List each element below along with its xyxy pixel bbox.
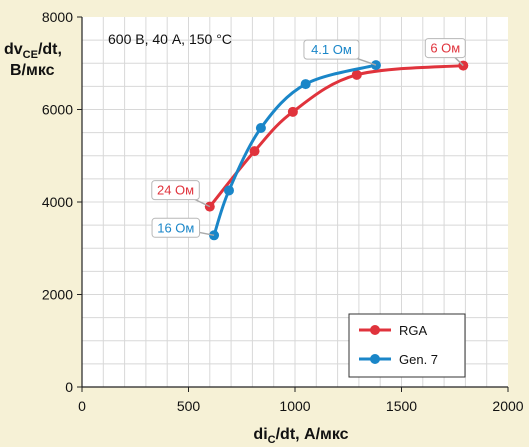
y-tick-label: 0 <box>65 379 73 395</box>
legend-label-gen7: Gen. 7 <box>399 352 438 367</box>
legend-marker-rga <box>370 325 380 335</box>
data-point-gen-7 <box>223 185 234 196</box>
callout-label: 4.1 Ом <box>311 42 352 57</box>
x-axis-title: diC/dt, А/мкс <box>253 426 348 446</box>
callout-label: 16 Ом <box>157 220 194 235</box>
callout-24: 24 Ом <box>151 180 211 208</box>
data-point-rga <box>249 146 260 157</box>
axes: 0 500 1000 1500 2000 0 2000 4000 6000 8000 <box>42 9 524 414</box>
y-tick-label: 6000 <box>42 102 73 118</box>
callout-box <box>303 39 360 60</box>
data-point-rga <box>287 106 298 117</box>
legend-marker-gen7 <box>370 354 380 364</box>
data-point-rga <box>351 69 362 80</box>
callout-16: 16 Ом <box>151 217 215 238</box>
series-layer <box>204 60 469 241</box>
y-tick-label: 4000 <box>42 194 73 210</box>
callout-box <box>151 180 200 201</box>
callout-box <box>151 217 201 238</box>
callout-label: 24 Ом <box>157 183 194 198</box>
x-tick-label: 0 <box>78 398 86 414</box>
callout-label: 6 Ом <box>430 41 460 56</box>
callout-box <box>424 38 466 59</box>
y-axis-title-line2: В/мкс <box>10 62 55 79</box>
x-tick-label: 1000 <box>279 398 310 414</box>
legend-label-rga: RGA <box>399 323 428 338</box>
y-tick-label: 8000 <box>42 9 73 25</box>
y-axis-title-line1: dvCE/dt, <box>4 41 62 61</box>
x-tick-label: 1500 <box>386 398 417 414</box>
callouts-layer: 24 Ом 6 Ом 16 Ом 4.1 Ом <box>151 38 466 238</box>
legend: RGA Gen. 7 <box>348 313 466 378</box>
data-point-gen-7 <box>300 79 311 90</box>
legend-box <box>348 313 466 378</box>
callout-6: 6 Ом <box>424 38 466 67</box>
data-point-gen-7 <box>255 123 266 133</box>
condition-annotation: 600 В, 40 А, 150 °C <box>108 31 232 47</box>
x-tick-label: 2000 <box>492 398 523 414</box>
x-tick-label: 500 <box>177 398 201 414</box>
y-tick-label: 2000 <box>42 287 73 303</box>
callout-4-1: 4.1 Ом <box>303 39 377 66</box>
